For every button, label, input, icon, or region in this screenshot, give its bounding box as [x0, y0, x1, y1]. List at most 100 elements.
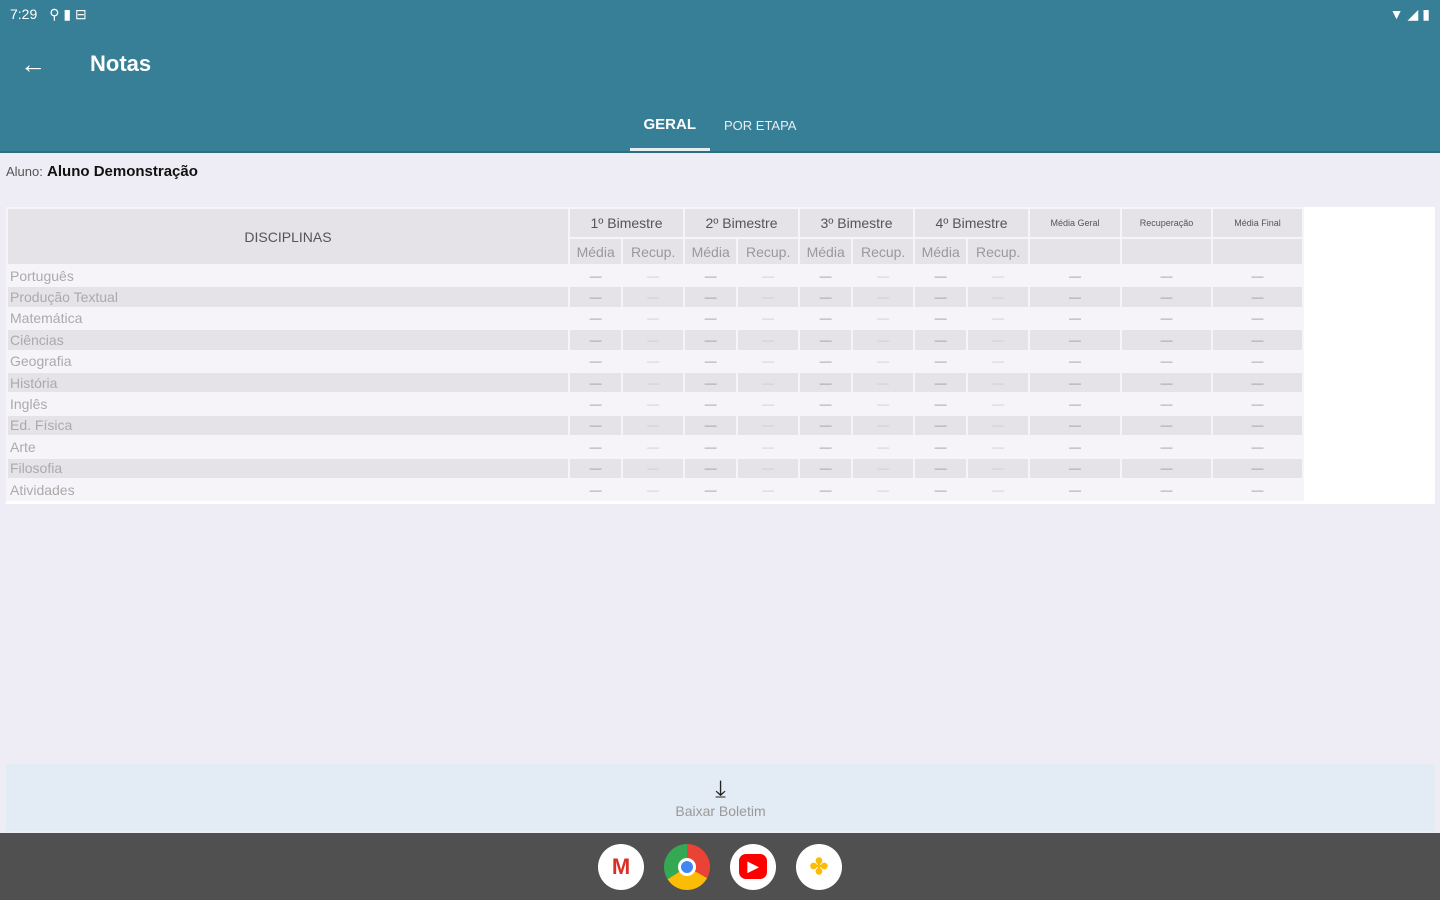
grade-cell: — [621, 413, 685, 438]
table-row: Inglês — — — — — — — — — — — [6, 392, 1304, 416]
media-subheader: Média [912, 237, 969, 266]
grade-cell: — [1028, 477, 1122, 502]
media-subheader: Média [567, 237, 624, 266]
grade-cell: — [621, 306, 685, 331]
empty-subheader [1211, 237, 1304, 266]
grade-cell: — [621, 263, 685, 288]
grade-cell: — [682, 392, 739, 416]
grade-cell: — [966, 413, 1030, 438]
table-row: Ciências — — — — — — — — — — — [6, 328, 1304, 352]
grade-cell: — [1028, 328, 1122, 352]
download-report-button[interactable]: ⤓ Baixar Boletim [6, 764, 1435, 831]
grade-cell: — [966, 306, 1030, 331]
grade-cell: — [1211, 328, 1304, 352]
grade-cell: — [1028, 435, 1122, 459]
grade-cell: — [912, 435, 969, 459]
grade-cell: — [851, 370, 915, 395]
grade-cell: — [1211, 306, 1304, 331]
grade-cell: — [1120, 328, 1213, 352]
recuperacao-header: Recuperação [1120, 207, 1213, 239]
student-label: Aluno: [6, 164, 43, 179]
grade-cell: — [851, 328, 915, 352]
grade-cell: — [966, 349, 1030, 373]
grade-cell: — [797, 370, 854, 395]
table-row: Português — — — — — — — — — — — [6, 263, 1304, 288]
grade-cell: — [682, 285, 739, 309]
grade-cell: — [1211, 477, 1304, 502]
media-geral-header: Média Geral [1028, 207, 1122, 239]
grade-cell: — [1028, 349, 1122, 373]
grade-cell: — [736, 413, 800, 438]
clock: 7:29 [10, 6, 38, 22]
grade-cell: — [966, 435, 1030, 459]
grade-cell: — [851, 413, 915, 438]
grade-cell: — [682, 306, 739, 331]
grade-cell: — [966, 477, 1030, 502]
discipline-name: Produção Textual [6, 285, 570, 309]
tab-por-etapa[interactable]: POR ETAPA [724, 118, 797, 133]
grade-cell: — [1028, 306, 1122, 331]
discipline-name: Filosofia [6, 456, 570, 480]
grade-cell: — [912, 456, 969, 480]
grade-cell: — [1028, 413, 1122, 438]
grade-cell: — [736, 285, 800, 309]
grade-cell: — [851, 349, 915, 373]
grade-cell: — [797, 328, 854, 352]
grade-cell: — [966, 285, 1030, 309]
grade-cell: — [912, 370, 969, 395]
grade-cell: — [567, 477, 624, 502]
grade-cell: — [682, 370, 739, 395]
grade-cell: — [966, 456, 1030, 480]
grade-cell: — [912, 263, 969, 288]
chrome-icon[interactable] [664, 843, 710, 890]
discipline-name: Inglês [6, 392, 570, 416]
grade-cell: — [736, 306, 800, 331]
grade-cell: — [567, 370, 624, 395]
download-icon: ⤓ [715, 775, 726, 803]
grade-cell: — [966, 263, 1030, 288]
app-bar: ← Notas [0, 28, 1440, 100]
grade-cell: — [912, 349, 969, 373]
table-row: Matemática — — — — — — — — — — — [6, 306, 1304, 331]
grade-cell: — [682, 435, 739, 459]
grade-cell: — [797, 392, 854, 416]
empty-subheader [1028, 237, 1122, 266]
grade-cell: — [567, 306, 624, 331]
grade-cell: — [797, 456, 854, 480]
gmail-icon[interactable]: M [598, 843, 644, 890]
grade-cell: — [621, 477, 685, 502]
period-header: 4º Bimestre [913, 207, 1030, 239]
table-row: Produção Textual — — — — — — — — — — — [6, 285, 1304, 309]
photos-icon[interactable]: ✤ [796, 843, 842, 890]
grade-cell: — [621, 285, 685, 309]
grade-cell: — [1211, 413, 1304, 438]
grade-cell: — [1120, 263, 1213, 288]
wifi-icon: ▼ [1389, 6, 1404, 22]
youtube-icon[interactable]: ▶ [730, 843, 776, 890]
grade-cell: — [621, 392, 685, 416]
grade-cell: — [1120, 392, 1213, 416]
grade-cell: — [912, 477, 969, 502]
table-row: Filosofia — — — — — — — — — — — [6, 456, 1304, 480]
grade-cell: — [1120, 435, 1213, 459]
discipline-name: Geografia [6, 349, 570, 373]
grade-cell: — [851, 263, 915, 288]
tab-geral[interactable]: GERAL [629, 100, 710, 151]
grade-cell: — [567, 349, 624, 373]
grade-cell: — [797, 349, 854, 373]
grade-cell: — [966, 370, 1030, 395]
page-title: Notas [90, 51, 152, 76]
grade-cell: — [851, 435, 915, 459]
grade-cell: — [1120, 456, 1213, 480]
grade-cell: — [736, 435, 800, 459]
grade-cell: — [1028, 392, 1122, 416]
grade-cell: — [621, 349, 685, 373]
grade-cell: — [1028, 263, 1122, 288]
discipline-name: Português [6, 263, 570, 288]
table-row: Arte — — — — — — — — — — — [6, 435, 1304, 459]
grade-cell: — [851, 306, 915, 331]
grade-cell: — [736, 370, 800, 395]
grade-cell: — [567, 392, 624, 416]
back-arrow-icon[interactable]: ← [20, 48, 46, 79]
signal-icon: ◢ [1407, 5, 1419, 22]
